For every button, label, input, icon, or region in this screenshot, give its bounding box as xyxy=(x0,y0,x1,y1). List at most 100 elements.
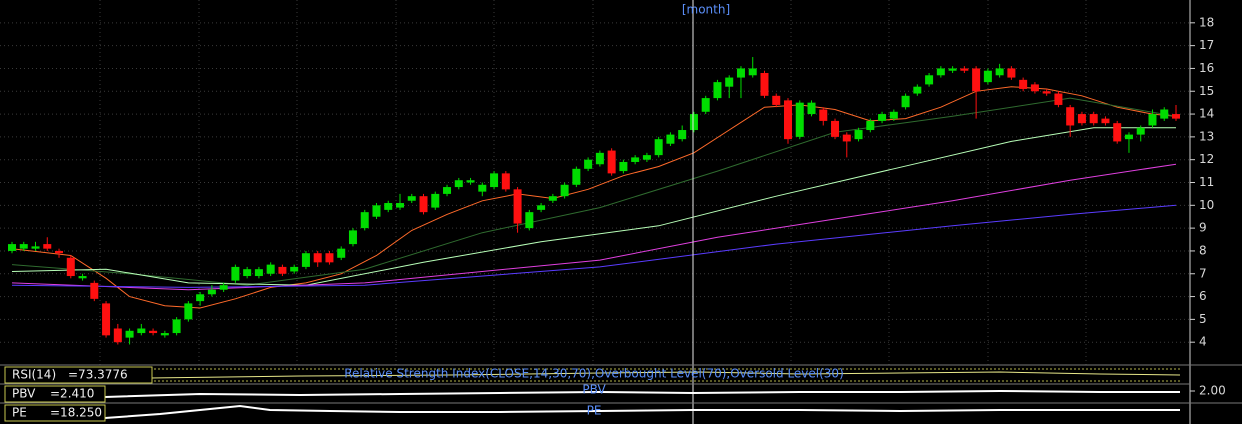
y-tick-label: 6 xyxy=(1199,289,1207,303)
candle-body xyxy=(972,68,981,92)
candle-body xyxy=(619,161,628,172)
candle-body xyxy=(713,82,722,99)
candle-body xyxy=(725,77,734,87)
candle-body xyxy=(396,203,404,208)
y-tick-label: 11 xyxy=(1199,175,1214,189)
candle-body xyxy=(784,100,792,140)
pbv-tick-label: 2.00 xyxy=(1199,384,1226,398)
candle-body xyxy=(196,294,205,302)
candle-body xyxy=(936,68,945,76)
candle-body xyxy=(1054,93,1063,105)
candle-body xyxy=(701,98,710,112)
period-label: [month] xyxy=(682,3,730,17)
ma-line xyxy=(11,97,1177,286)
candle-body xyxy=(384,203,393,210)
candle-body xyxy=(313,253,322,263)
candle-body xyxy=(1077,114,1086,124)
candle-body xyxy=(548,196,557,201)
candle-body xyxy=(595,152,604,165)
candle-body xyxy=(560,184,569,197)
candle-body xyxy=(66,257,75,277)
candle-body xyxy=(537,205,546,210)
pbv-line xyxy=(104,389,1180,398)
candle-body xyxy=(878,114,887,121)
candle-body xyxy=(901,95,910,108)
y-axis: 4 5 6 7 8 9 10 11 12 13 14 15 16 17 18 2.00 xyxy=(1190,15,1226,398)
ma-line xyxy=(11,86,1177,309)
pbv-label-box xyxy=(4,385,106,403)
candle-body xyxy=(607,150,616,174)
candle-body xyxy=(43,244,52,249)
candle-body xyxy=(1160,109,1169,119)
candle-body xyxy=(689,114,698,131)
candle-body xyxy=(419,196,428,213)
candle-body xyxy=(736,68,745,78)
candle-body xyxy=(748,68,757,76)
candle-body xyxy=(266,264,275,274)
rsi-line xyxy=(149,371,1181,379)
candle-body xyxy=(642,155,651,160)
candles xyxy=(8,57,1180,345)
candle-body xyxy=(137,328,146,334)
candle-body xyxy=(254,269,263,277)
candle-body xyxy=(1089,114,1098,124)
candle-body xyxy=(466,180,475,183)
candle-body xyxy=(1172,114,1180,119)
grid-layer xyxy=(0,0,1190,365)
candle-body xyxy=(454,180,463,188)
pbv-name: PBV xyxy=(12,387,36,401)
y-tick-label: 10 xyxy=(1199,198,1214,212)
candle-body xyxy=(807,102,816,115)
pe-name: PE xyxy=(12,406,27,420)
candle-body xyxy=(866,120,875,131)
candle-body xyxy=(78,276,87,279)
candle-body xyxy=(1113,123,1122,142)
candle-body xyxy=(160,333,169,336)
candle-body xyxy=(654,139,663,156)
y-tick-label: 4 xyxy=(1199,335,1207,349)
candle-body xyxy=(1124,134,1133,140)
rsi-label-box xyxy=(4,366,153,384)
candle-body xyxy=(678,130,687,140)
y-tick-label: 9 xyxy=(1199,221,1207,235)
candle-body xyxy=(290,266,299,272)
pe-value: =18.250 xyxy=(50,406,102,420)
candle-body xyxy=(1042,91,1051,94)
candle-body xyxy=(854,130,863,140)
candle-body xyxy=(490,173,499,188)
candle-body xyxy=(1030,84,1039,92)
candle-body xyxy=(1019,79,1028,89)
candle-body xyxy=(525,212,534,229)
pbv-value: =2.410 xyxy=(50,387,94,401)
candle-body xyxy=(360,212,369,229)
rsi-name: RSI(14) xyxy=(12,368,56,382)
candle-body xyxy=(348,230,357,245)
candle-body xyxy=(184,303,193,320)
y-tick-label: 5 xyxy=(1199,312,1207,326)
candle-body xyxy=(513,189,522,224)
candle-body xyxy=(631,157,640,162)
candle-body xyxy=(1066,107,1075,126)
candle-body xyxy=(31,246,40,249)
candle-body xyxy=(243,269,252,277)
candle-body xyxy=(913,86,922,94)
pe-line xyxy=(104,404,1180,419)
candle-body xyxy=(325,253,334,263)
candle-body xyxy=(1101,118,1110,124)
pbv-caption: PBV xyxy=(582,383,606,397)
candle-body xyxy=(1136,127,1145,135)
rsi-value: =73.3776 xyxy=(68,368,128,382)
rsi-caption: Relative Strength Index(CLOSE,14,30,70),… xyxy=(344,367,844,381)
candle-body xyxy=(772,95,781,105)
candle-body xyxy=(19,244,28,249)
y-tick-label: 12 xyxy=(1199,152,1214,166)
candle-body xyxy=(8,244,16,251)
candle-body xyxy=(207,289,216,295)
y-tick-label: 14 xyxy=(1199,107,1214,121)
candle-body xyxy=(55,250,64,254)
candle-body xyxy=(983,70,992,83)
y-tick-label: 7 xyxy=(1199,266,1207,280)
y-tick-label: 18 xyxy=(1199,15,1214,29)
moving-averages xyxy=(11,86,1177,309)
